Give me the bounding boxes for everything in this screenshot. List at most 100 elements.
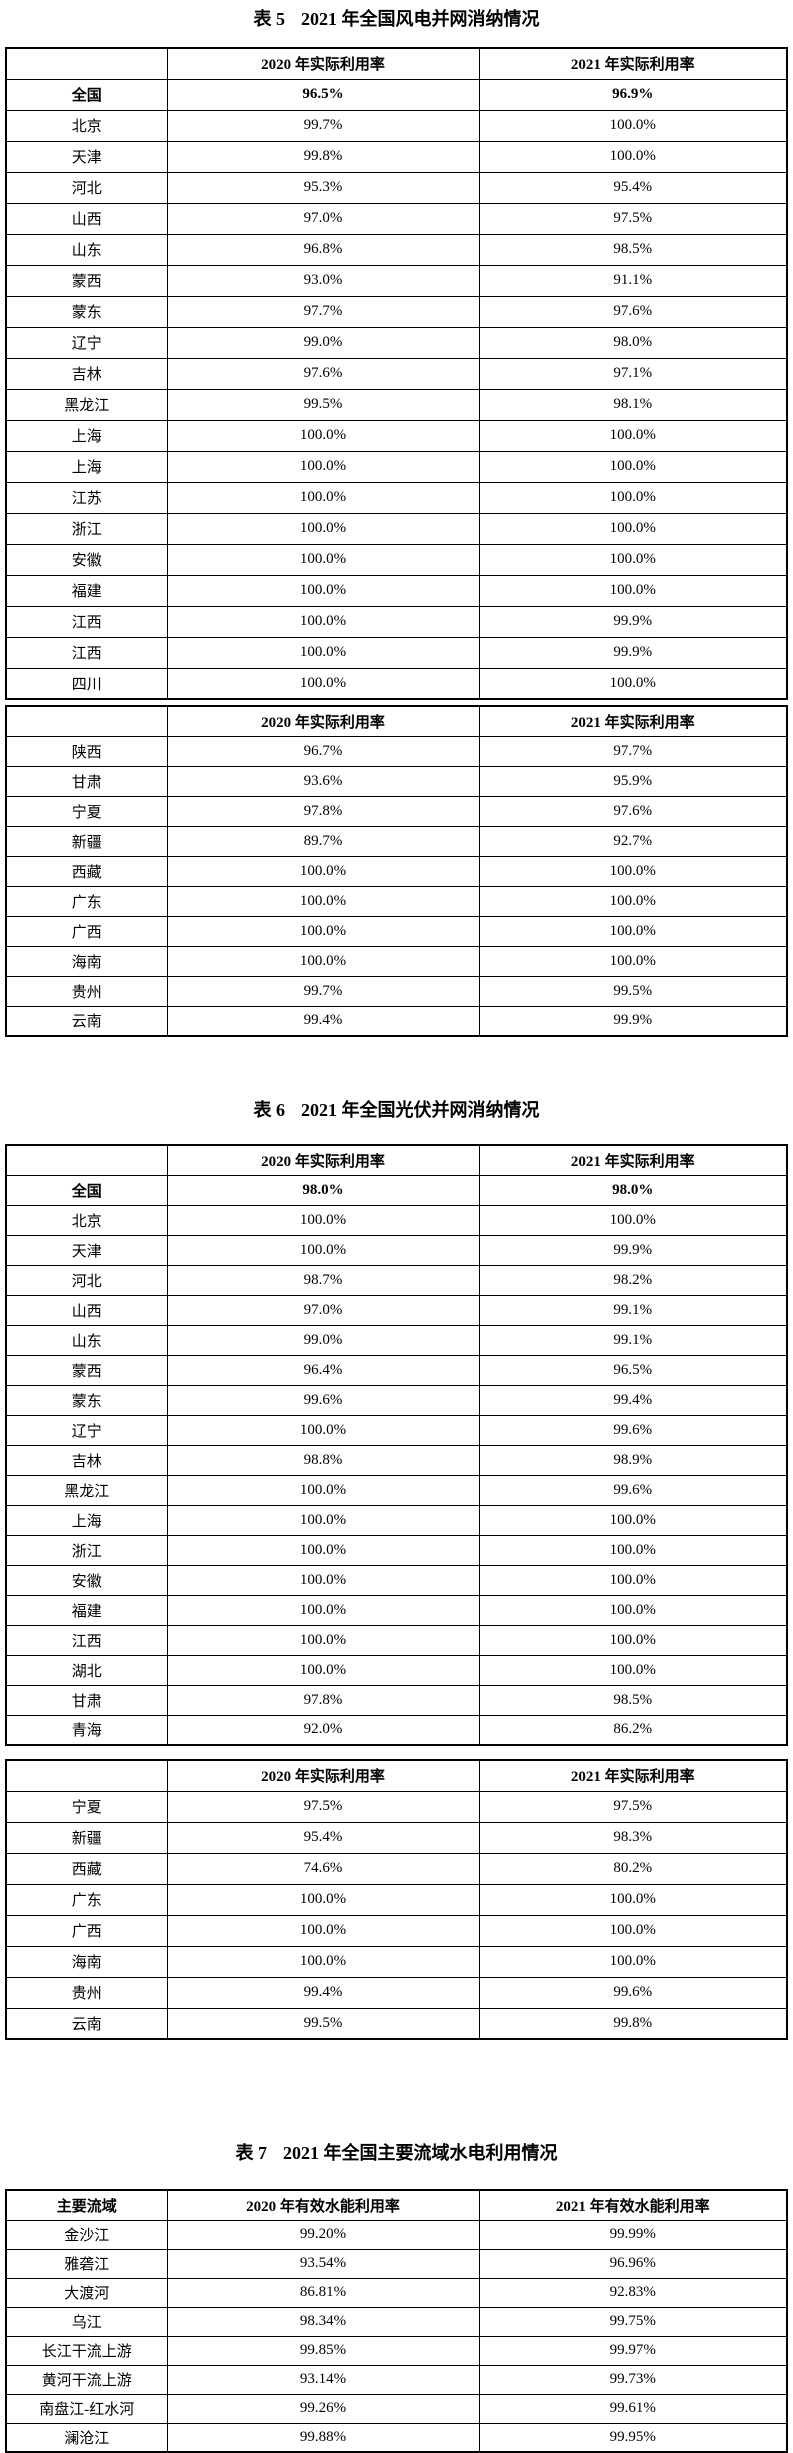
- table-row: 北京 99.7% 100.0%: [5, 109, 788, 142]
- value-cell: 100.0%: [166, 1945, 480, 1978]
- solar-consumption-table-part2: 2020 年实际利用率 2021 年实际利用率 宁夏 97.5% 97.5% 新疆 95.4…: [5, 1759, 788, 2040]
- region-cell: 黑龙江: [5, 1474, 168, 1506]
- value-cell: 93.54%: [166, 2248, 480, 2279]
- region-cell: 南盘江-红水河: [5, 2393, 168, 2424]
- table-row: 河北 95.3% 95.4%: [5, 171, 788, 204]
- table-row: 安徽 100.0% 100.0%: [5, 1564, 788, 1596]
- value-cell: 98.1%: [478, 388, 788, 421]
- value-cell: 91.1%: [478, 264, 788, 297]
- value-cell: 100.0%: [166, 1504, 480, 1536]
- value-cell: 99.6%: [166, 1384, 480, 1416]
- value-cell: 86.2%: [478, 1714, 788, 1746]
- table-row: 山东 99.0% 99.1%: [5, 1324, 788, 1356]
- value-cell: 98.0%: [478, 1174, 788, 1206]
- value-cell: 97.1%: [478, 357, 788, 390]
- value-cell: 93.0%: [166, 264, 480, 297]
- region-cell: 海南: [5, 945, 168, 977]
- column-header-2: 2021 年实际利用率: [478, 705, 788, 737]
- wind-consumption-table-part1: 2020 年实际利用率 2021 年实际利用率 全国 96.5% 96.9% 北京 99.7…: [5, 47, 788, 700]
- table-row: 贵州 99.4% 99.6%: [5, 1976, 788, 2009]
- header-row: 主要流域 2020 年有效水能利用率 2021 年有效水能利用率: [5, 2189, 788, 2221]
- table-row: 山西 97.0% 97.5%: [5, 202, 788, 235]
- value-cell: 100.0%: [166, 512, 480, 545]
- value-cell: 99.0%: [166, 326, 480, 359]
- region-cell: 四川: [5, 667, 168, 700]
- table-row: 北京 100.0% 100.0%: [5, 1204, 788, 1236]
- value-cell: 98.0%: [478, 326, 788, 359]
- region-cell: 上海: [5, 419, 168, 452]
- table-row: 海南 100.0% 100.0%: [5, 1945, 788, 1978]
- value-cell: 99.5%: [478, 975, 788, 1007]
- value-cell: 100.0%: [478, 419, 788, 452]
- value-cell: 100.0%: [166, 1594, 480, 1626]
- value-cell: 100.0%: [166, 1624, 480, 1656]
- table-row: 贵州 99.7% 99.5%: [5, 975, 788, 1007]
- table-row: 长江干流上游 99.85% 99.97%: [5, 2335, 788, 2366]
- table-row: 甘肃 97.8% 98.5%: [5, 1684, 788, 1716]
- value-cell: 99.88%: [166, 2422, 480, 2453]
- value-cell: 100.0%: [478, 855, 788, 887]
- region-cell: 海南: [5, 1945, 168, 1978]
- value-cell: 100.0%: [478, 1204, 788, 1236]
- region-cell: 河北: [5, 171, 168, 204]
- table6-caption: 表 6 2021 年全国光伏并网消纳情况: [0, 1098, 793, 1122]
- region-cell: 乌江: [5, 2306, 168, 2337]
- value-cell: 98.5%: [478, 1684, 788, 1716]
- hydro-utilization-table: 主要流域 2020 年有效水能利用率 2021 年有效水能利用率 金沙江 99.20% 9…: [5, 2189, 788, 2453]
- table-row: 甘肃 93.6% 95.9%: [5, 765, 788, 797]
- region-cell: 全国: [5, 78, 168, 111]
- table-row: 浙江 100.0% 100.0%: [5, 1534, 788, 1566]
- region-cell: 广西: [5, 1914, 168, 1947]
- value-cell: 99.8%: [478, 2007, 788, 2040]
- value-cell: 100.0%: [166, 855, 480, 887]
- region-cell: 广西: [5, 915, 168, 947]
- value-cell: 100.0%: [166, 636, 480, 669]
- value-cell: 100.0%: [166, 885, 480, 917]
- region-cell: 江苏: [5, 481, 168, 514]
- table-row: 西藏 100.0% 100.0%: [5, 855, 788, 887]
- value-cell: 96.9%: [478, 78, 788, 111]
- table-row: 蒙西 93.0% 91.1%: [5, 264, 788, 297]
- value-cell: 99.0%: [166, 1324, 480, 1356]
- column-header-0: 主要流域: [5, 2189, 168, 2221]
- column-header-2: 2021 年有效水能利用率: [478, 2189, 788, 2221]
- value-cell: 99.61%: [478, 2393, 788, 2424]
- value-cell: 97.0%: [166, 202, 480, 235]
- wind-consumption-table-part2: 2020 年实际利用率 2021 年实际利用率 陕西 96.7% 97.7% 甘肃 93.6…: [5, 705, 788, 1037]
- value-cell: 99.9%: [478, 605, 788, 638]
- value-cell: 100.0%: [478, 1624, 788, 1656]
- region-cell: 黄河干流上游: [5, 2364, 168, 2395]
- region-cell: 福建: [5, 574, 168, 607]
- value-cell: 99.1%: [478, 1294, 788, 1326]
- table-row: 上海 100.0% 100.0%: [5, 1504, 788, 1536]
- table-row: 辽宁 100.0% 99.6%: [5, 1414, 788, 1446]
- value-cell: 99.5%: [166, 2007, 480, 2040]
- table-row: 陕西 96.7% 97.7%: [5, 735, 788, 767]
- column-header-2: 2021 年实际利用率: [478, 1144, 788, 1176]
- value-cell: 99.4%: [478, 1384, 788, 1416]
- table-row: 雅砻江 93.54% 96.96%: [5, 2248, 788, 2279]
- value-cell: 99.9%: [478, 636, 788, 669]
- value-cell: 96.96%: [478, 2248, 788, 2279]
- value-cell: 100.0%: [166, 574, 480, 607]
- header-row: 2020 年实际利用率 2021 年实际利用率: [5, 47, 788, 80]
- value-cell: 100.0%: [166, 1414, 480, 1446]
- value-cell: 92.0%: [166, 1714, 480, 1746]
- value-cell: 97.8%: [166, 795, 480, 827]
- value-cell: 100.0%: [478, 450, 788, 483]
- table-row: 江西 100.0% 100.0%: [5, 1624, 788, 1656]
- table-row: 海南 100.0% 100.0%: [5, 945, 788, 977]
- region-cell: 甘肃: [5, 765, 168, 797]
- table-row: 江西 100.0% 99.9%: [5, 636, 788, 669]
- value-cell: 80.2%: [478, 1852, 788, 1885]
- column-header-1: 2020 年实际利用率: [166, 1759, 480, 1792]
- table6-caption-text: 2021 年全国光伏并网消纳情况: [301, 1100, 540, 1120]
- region-cell: 蒙东: [5, 1384, 168, 1416]
- table7-caption: 表 7 2021 年全国主要流域水电利用情况: [0, 2141, 793, 2165]
- table5-caption: 表 5 2021 年全国风电并网消纳情况: [0, 0, 793, 31]
- region-cell: 湖北: [5, 1654, 168, 1686]
- region-cell: 贵州: [5, 975, 168, 1007]
- table-row: 福建 100.0% 100.0%: [5, 1594, 788, 1626]
- value-cell: 100.0%: [478, 574, 788, 607]
- table-row: 南盘江-红水河 99.26% 99.61%: [5, 2393, 788, 2424]
